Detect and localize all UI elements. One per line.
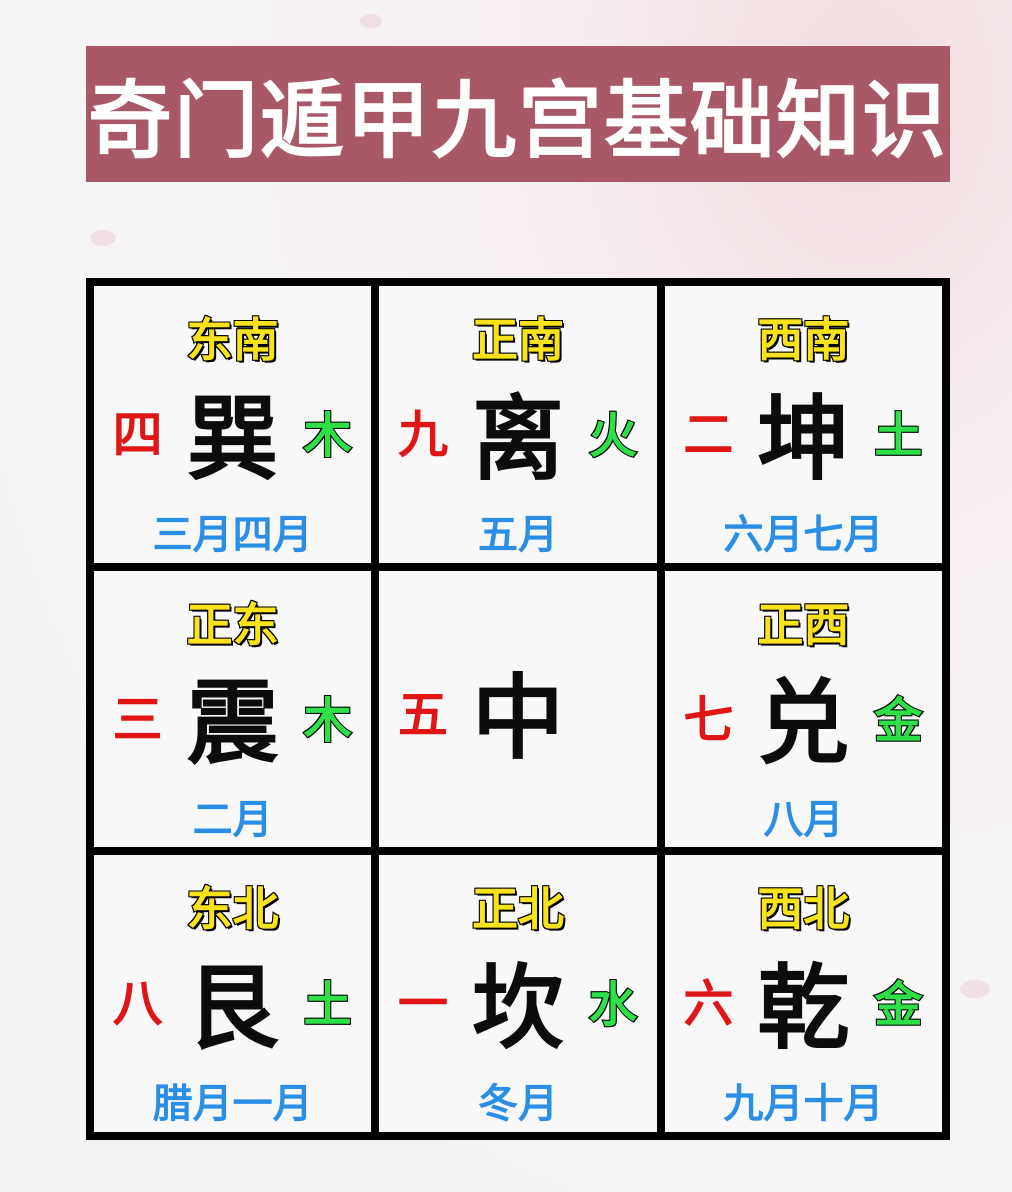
- palace-element: 金: [873, 692, 923, 750]
- palace-months: 八月: [763, 796, 844, 843]
- palace-element: 水: [588, 976, 638, 1034]
- page-title: 奇门遁甲九宫基础知识: [87, 71, 948, 170]
- palace-trigram: 乾: [757, 953, 850, 1062]
- palace-main-row: 七 兑 金: [665, 661, 942, 777]
- palace-months: 六月七月: [723, 512, 884, 558]
- palace-main-row: 三 震 木: [94, 661, 371, 777]
- palace-number: 六: [683, 975, 734, 1034]
- palace-cell-center: 五 中: [379, 570, 657, 848]
- palace-months: 五月: [477, 512, 558, 558]
- palace-trigram: 巽: [186, 384, 279, 493]
- background-petal: [360, 14, 382, 28]
- palace-months: 冬月: [477, 1081, 558, 1128]
- palace-cell-east: 正东 三 震 木 二月: [94, 570, 372, 848]
- palace-number: 一: [397, 975, 448, 1034]
- palace-cell-northeast: 东北 八 艮 土 腊月一月: [94, 855, 372, 1132]
- palace-trigram: 离: [471, 384, 564, 493]
- title-banner: 奇门遁甲九宫基础知识: [86, 46, 950, 182]
- palace-number: 四: [112, 406, 163, 464]
- palace-main-row: 六 乾 金: [665, 945, 942, 1062]
- palace-number: 七: [683, 690, 734, 749]
- palace-cell-west: 正西 七 兑 金 八月: [664, 570, 942, 848]
- palace-trigram: 中: [471, 664, 564, 773]
- palace-months: 腊月一月: [152, 1081, 313, 1128]
- palace-element: 火: [588, 407, 638, 465]
- palace-cell-southeast: 东南 四 巽 木 三月四月: [94, 286, 372, 563]
- palace-main-row: 八 艮 土: [94, 945, 371, 1062]
- palace-element: 木: [303, 407, 353, 465]
- palace-months: 二月: [192, 796, 273, 843]
- palace-direction: 东南: [186, 312, 280, 368]
- palace-cell-southwest: 西南 二 坤 土 六月七月: [664, 286, 942, 563]
- palace-trigram: 震: [186, 669, 279, 778]
- palace-cell-south: 正南 九 离 火 五月: [379, 286, 657, 563]
- palace-trigram: 艮: [186, 953, 279, 1062]
- palace-cell-north: 正北 一 坎 水 冬月: [379, 855, 657, 1132]
- palace-element: 土: [873, 407, 923, 465]
- palace-direction: 东北: [186, 881, 280, 937]
- palace-element: 土: [303, 976, 353, 1034]
- palace-number: 三: [112, 690, 163, 749]
- palace-number: 五: [397, 685, 448, 744]
- palace-direction: 西北: [756, 881, 850, 937]
- palace-number: 九: [397, 406, 448, 464]
- background-petal: [90, 230, 116, 246]
- nine-palace-grid: 东南 四 巽 木 三月四月 正南 九 离 火 五月 西南 二 坤 土 六月七月 …: [86, 278, 950, 1140]
- palace-main-row: 二 坤 土: [665, 376, 942, 493]
- palace-direction: 正西: [756, 597, 850, 653]
- palace-number: 八: [112, 975, 163, 1034]
- palace-direction: 正南: [471, 312, 565, 368]
- palace-direction: 正东: [186, 597, 280, 653]
- palace-trigram: 坤: [757, 384, 850, 493]
- palace-cell-northwest: 西北 六 乾 金 九月十月: [664, 855, 942, 1132]
- palace-main-row: 四 巽 木: [94, 376, 371, 493]
- palace-months: 三月四月: [152, 512, 313, 558]
- palace-number: 二: [683, 406, 734, 464]
- palace-element: 金: [873, 976, 923, 1034]
- palace-main-row: 五 中: [379, 651, 656, 772]
- palace-main-row: 一 坎 水: [379, 945, 656, 1062]
- palace-trigram: 坎: [471, 953, 564, 1062]
- palace-months: 九月十月: [723, 1081, 884, 1128]
- palace-direction: 西南: [756, 312, 850, 368]
- palace-main-row: 九 离 火: [379, 376, 656, 493]
- palace-element: 木: [303, 692, 353, 750]
- palace-direction: 正北: [471, 881, 565, 937]
- palace-trigram: 兑: [757, 669, 850, 778]
- background-petal: [960, 980, 990, 998]
